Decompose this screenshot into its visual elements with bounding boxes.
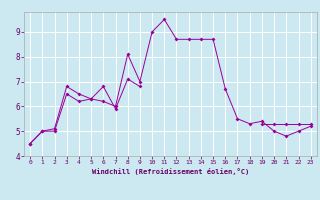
- X-axis label: Windchill (Refroidissement éolien,°C): Windchill (Refroidissement éolien,°C): [92, 168, 249, 175]
